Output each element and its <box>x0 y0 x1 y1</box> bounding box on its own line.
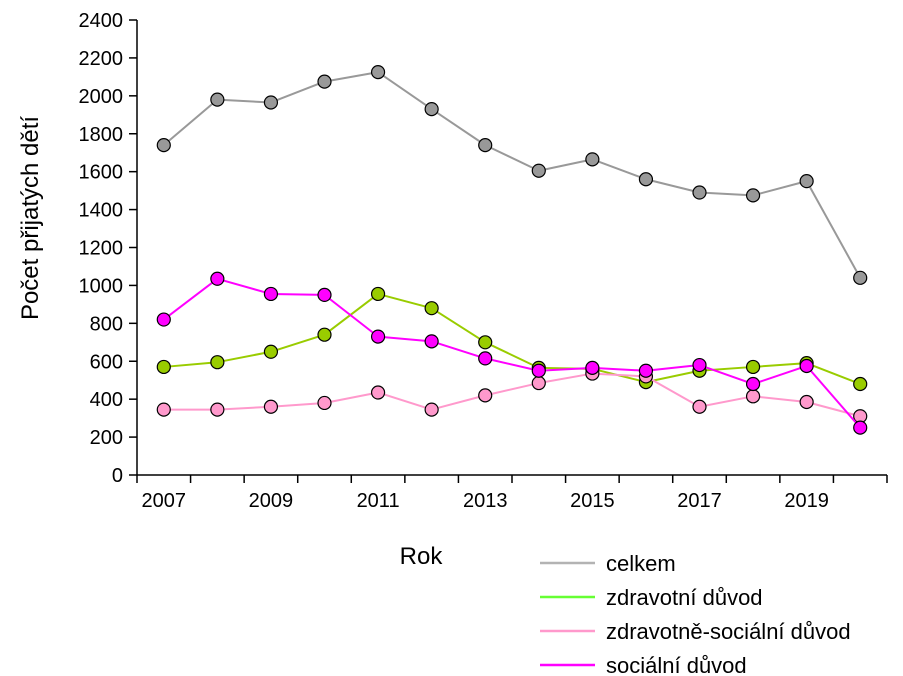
series-line <box>163 292 861 385</box>
data-point <box>156 402 171 417</box>
series-4 <box>156 271 868 435</box>
x-axis-ticks: 2007 2009 2011 2013 2015 2017 2019 <box>136 475 888 512</box>
legend-label: zdravotně-sociální důvod <box>606 619 851 644</box>
data-point <box>585 152 600 167</box>
x-tick-label: 2007 <box>142 490 187 512</box>
x-axis-title: Rok <box>400 543 444 570</box>
data-point <box>692 399 707 414</box>
legend-item: celkem <box>540 551 676 576</box>
data-point <box>210 402 225 417</box>
y-tick-label: 0 <box>112 465 123 487</box>
data-point <box>156 138 171 153</box>
y-axis-ticks: 0 200 400 600 800 1000 1200 1400 1600 1800 2000 220… <box>79 10 137 487</box>
legend-item: zdravotně-sociální důvod <box>540 619 851 644</box>
series-line <box>163 372 861 418</box>
data-point <box>853 376 868 392</box>
data-point <box>745 359 761 375</box>
axes <box>136 20 887 476</box>
x-tick-label: 2011 <box>357 490 400 512</box>
data-point <box>478 388 493 403</box>
y-tick-label: 1200 <box>79 238 124 260</box>
data-point <box>210 355 225 370</box>
data-point <box>156 359 171 375</box>
legend: celkem zdravotní důvod zdravotně-sociální … <box>540 551 851 676</box>
y-tick-label: 2400 <box>79 10 124 32</box>
data-point <box>853 420 868 435</box>
legend-label: zdravotní důvod <box>606 585 763 610</box>
series-2 <box>156 286 868 392</box>
data-point <box>317 287 332 302</box>
data-point <box>799 394 814 410</box>
x-tick-label: 2013 <box>463 490 508 512</box>
data-point <box>156 312 171 327</box>
data-point <box>799 174 814 189</box>
y-tick-label: 1600 <box>79 162 124 184</box>
y-tick-label: 1400 <box>79 200 124 222</box>
data-point <box>370 385 386 400</box>
legend-label: celkem <box>606 551 676 576</box>
series-group <box>156 65 868 435</box>
data-point <box>210 271 225 286</box>
x-tick-label: 2009 <box>249 490 294 512</box>
data-point <box>531 163 546 178</box>
data-point <box>263 399 279 414</box>
data-point <box>317 74 332 89</box>
data-point <box>531 363 546 378</box>
data-point <box>263 344 279 359</box>
data-point <box>478 138 493 153</box>
data-point <box>263 286 279 302</box>
data-point <box>531 375 546 391</box>
y-tick-label: 1000 <box>79 275 124 297</box>
y-tick-label: 200 <box>90 427 123 449</box>
series-1 <box>156 65 868 285</box>
data-point <box>799 358 814 374</box>
data-point <box>370 286 386 302</box>
x-tick-label: 2019 <box>784 490 829 512</box>
data-point <box>370 65 386 80</box>
legend-label: sociální důvod <box>606 653 747 676</box>
y-tick-label: 2000 <box>79 86 124 108</box>
data-point <box>424 301 439 316</box>
data-point <box>210 92 225 107</box>
series-line <box>163 277 861 429</box>
y-tick-label: 400 <box>90 389 123 411</box>
data-point <box>638 172 654 187</box>
data-point <box>745 188 761 203</box>
data-point <box>317 327 332 342</box>
y-tick-label: 800 <box>90 313 123 335</box>
series-line <box>163 71 862 279</box>
x-tick-label: 2017 <box>677 490 722 512</box>
data-point <box>692 185 707 200</box>
series-3 <box>156 366 868 424</box>
data-point <box>638 363 654 378</box>
data-point <box>478 335 493 350</box>
data-point <box>370 329 386 344</box>
data-point <box>745 389 761 404</box>
data-point <box>853 270 868 285</box>
data-point <box>424 402 439 417</box>
data-point <box>424 334 439 349</box>
y-tick-label: 1800 <box>79 124 124 146</box>
data-point <box>745 376 761 392</box>
data-point <box>263 95 279 110</box>
legend-item: sociální důvod <box>540 653 747 676</box>
data-point <box>478 351 493 366</box>
legend-item: zdravotní důvod <box>540 585 763 610</box>
y-tick-label: 2200 <box>79 48 124 70</box>
data-point <box>317 395 332 411</box>
x-tick-label: 2015 <box>570 490 615 512</box>
y-tick-label: 600 <box>90 351 123 373</box>
data-point <box>585 360 600 375</box>
data-point <box>692 357 707 373</box>
y-axis-title: Počet přijatých dětí <box>17 116 44 320</box>
data-point <box>424 102 439 117</box>
